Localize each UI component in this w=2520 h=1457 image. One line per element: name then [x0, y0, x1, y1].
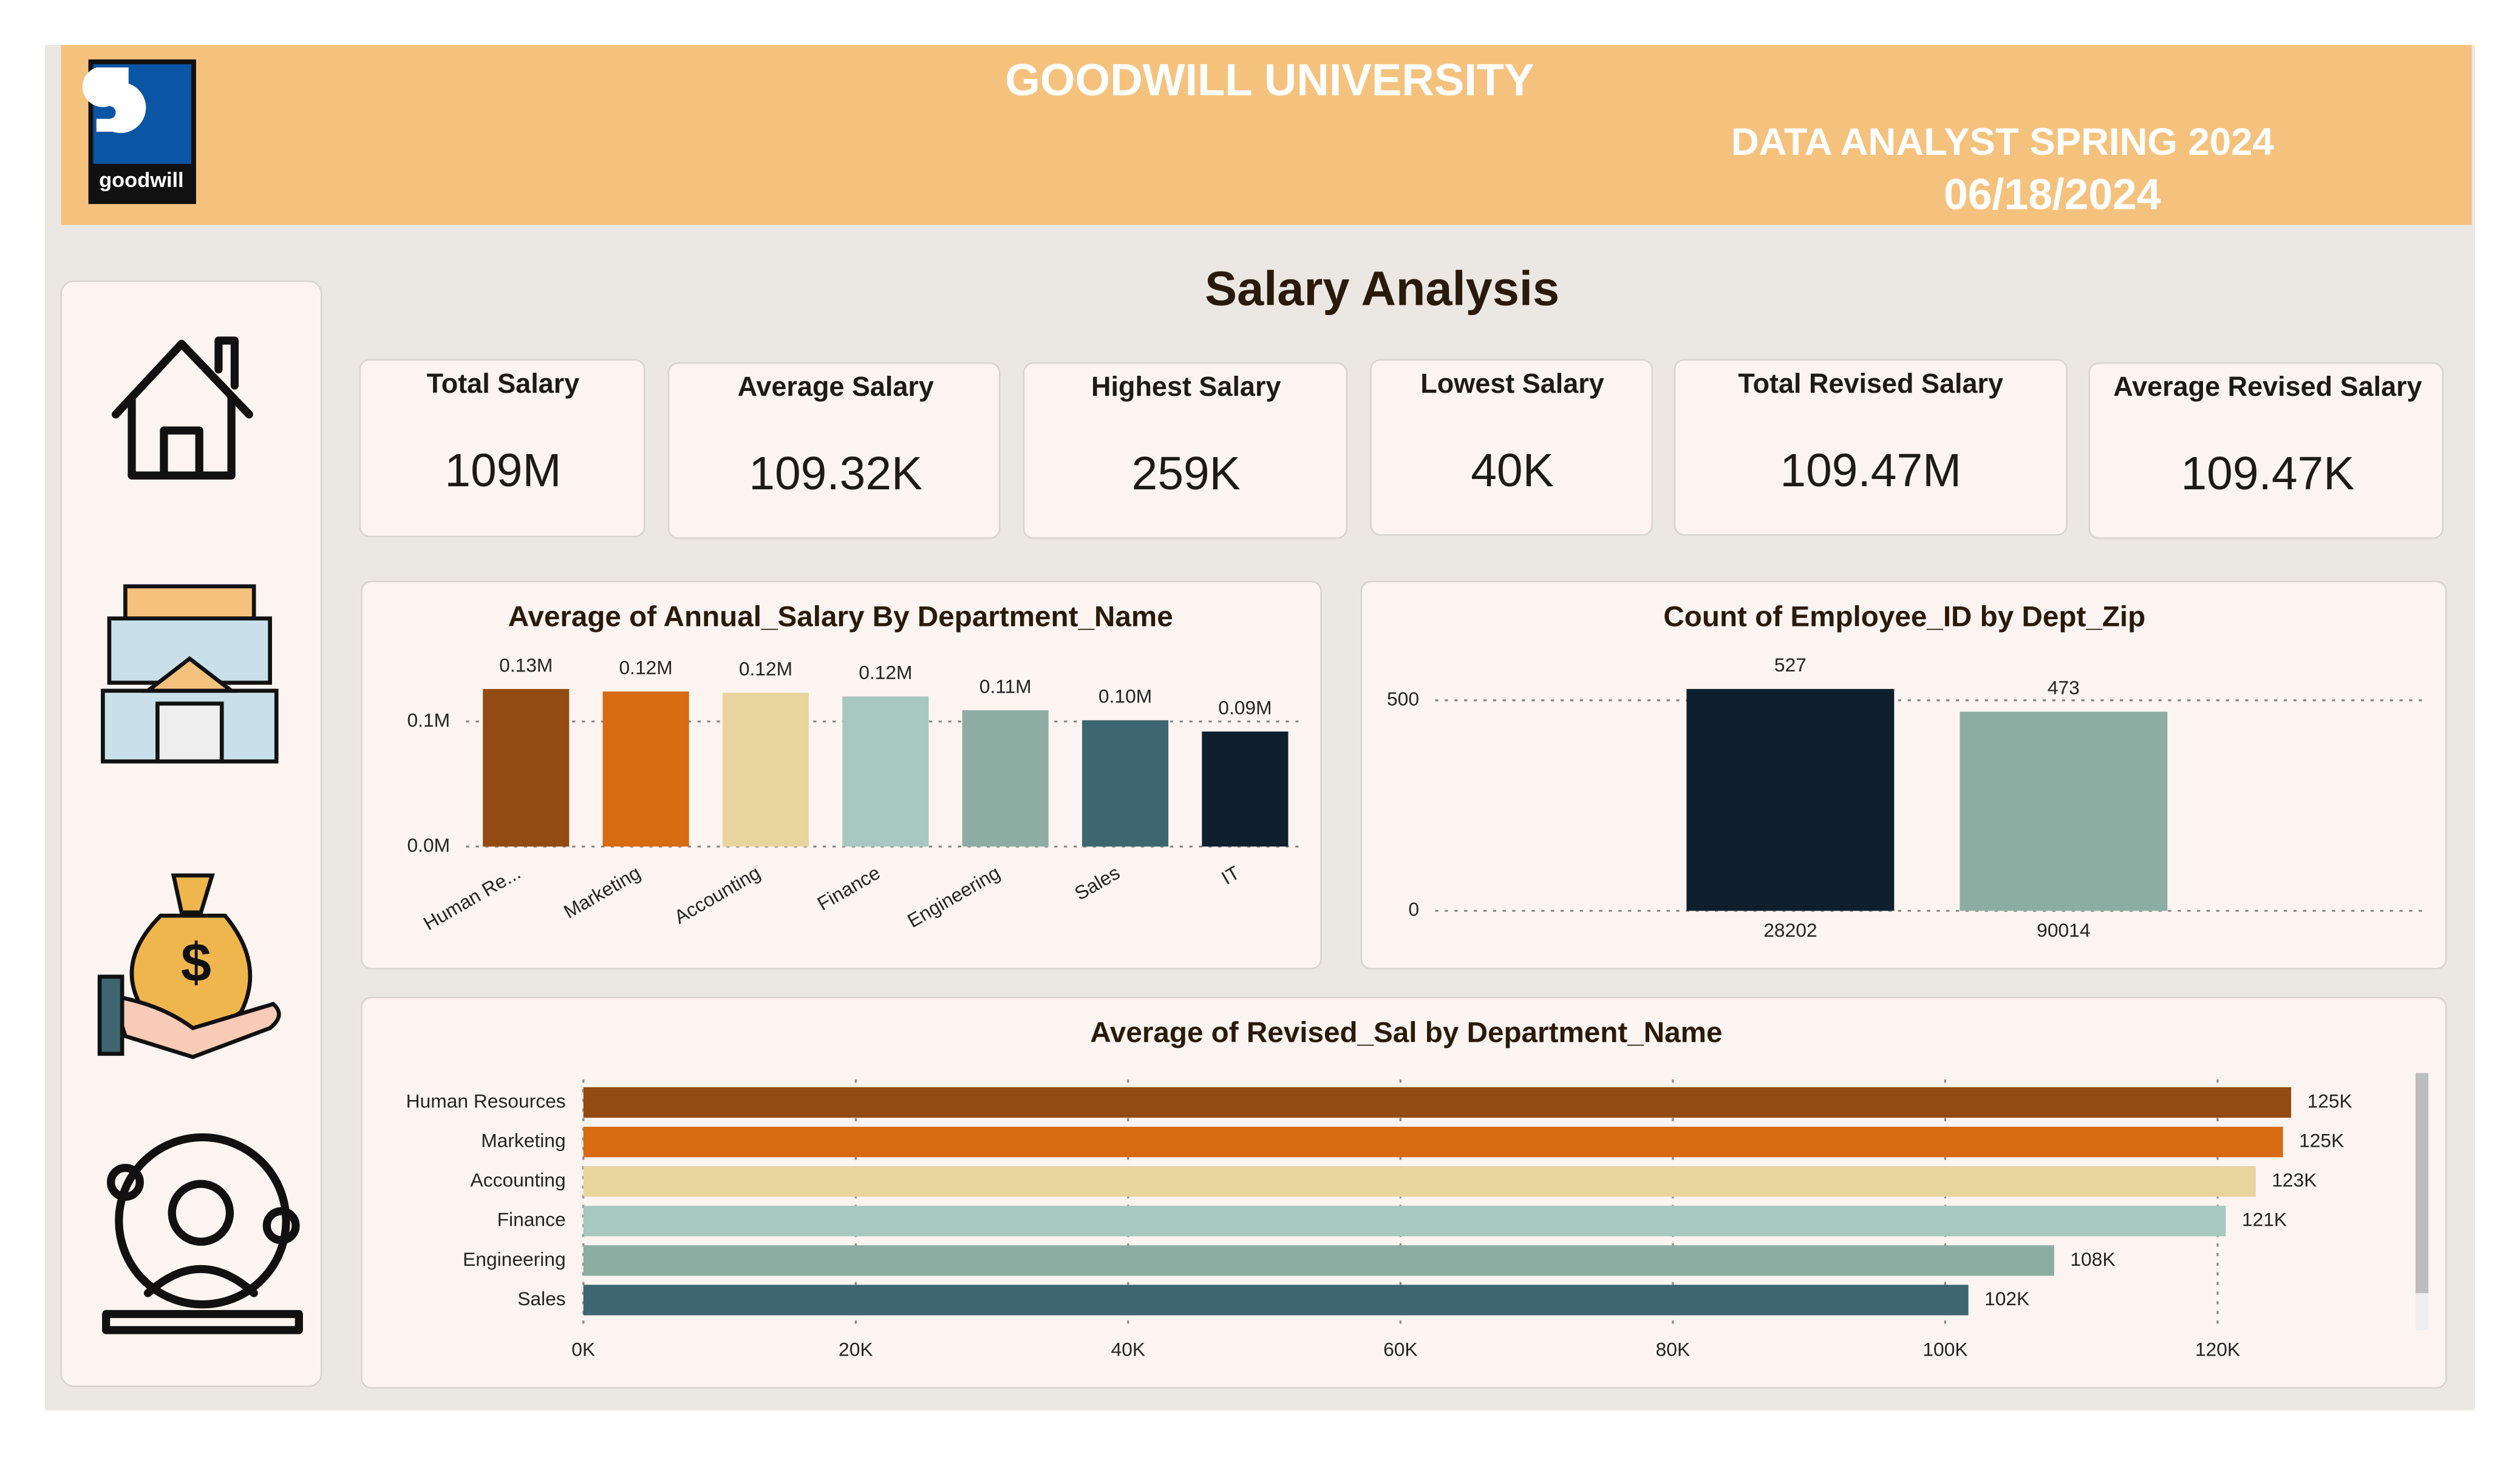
svg-text:$: $ — [181, 933, 211, 994]
kpi-label: Total Revised Salary — [1738, 368, 2003, 399]
x-tick-label: 20K — [839, 1339, 873, 1360]
kpi-value: 109M — [444, 445, 561, 497]
kpi-label: Average Revised Salary — [2113, 371, 2422, 402]
building-icon[interactable] — [101, 584, 279, 764]
logo-text: goodwill — [99, 169, 183, 192]
chart-title: Average of Revised_Sal by Department_Nam… — [1090, 1017, 1722, 1049]
x-tick-label: 120K — [2195, 1339, 2240, 1360]
logo: goodwill — [82, 59, 196, 205]
bar — [602, 691, 689, 847]
header-date: 06/18/2024 — [1944, 170, 2161, 219]
bar — [1686, 688, 1895, 911]
kpi-value: 109.47M — [1780, 445, 1961, 497]
x-tick-label: 28202 — [1763, 919, 1817, 941]
kpi-label: Lowest Salary — [1420, 368, 1604, 399]
money-icon[interactable]: $ — [97, 873, 281, 1059]
bar — [583, 1126, 2283, 1158]
bar — [483, 688, 570, 847]
x-tick-label: 90014 — [2037, 919, 2090, 941]
y-tick-label: Human Resources — [406, 1090, 566, 1112]
bar — [583, 1087, 2292, 1118]
kpi-value: 259K — [1132, 448, 1241, 500]
kpi-card — [1023, 362, 1348, 539]
header-bar — [61, 45, 2472, 225]
x-tick-label: 100K — [1922, 1339, 1967, 1360]
home-icon[interactable] — [111, 336, 253, 480]
kpi-value: 109.47K — [2181, 448, 2355, 500]
bar — [583, 1285, 1969, 1316]
chart-title: Count of Employee_ID by Dept_Zip — [1663, 600, 2145, 633]
kpi-card — [1674, 359, 2068, 536]
data-label: 125K — [2307, 1090, 2352, 1112]
page-title: Salary Analysis — [1205, 262, 1559, 316]
y-tick-label: 0 — [1408, 898, 1419, 920]
y-tick-label: 0.0M — [407, 834, 450, 856]
globe-person-icon[interactable] — [102, 1133, 303, 1334]
sidebar — [60, 280, 322, 1387]
kpi-card — [2088, 362, 2444, 539]
data-label: 527 — [1774, 654, 1807, 676]
kpi-value: 109.32K — [749, 448, 922, 500]
kpi-card — [667, 362, 1001, 539]
y-tick-label: Marketing — [481, 1129, 565, 1151]
x-tick-label: 40K — [1111, 1339, 1146, 1360]
kpi-label: Average Salary — [738, 371, 934, 402]
bar — [1082, 720, 1169, 847]
bar — [1960, 712, 2168, 911]
y-tick-label: 0.1M — [407, 709, 450, 731]
data-label: 123K — [2272, 1169, 2317, 1191]
bar — [583, 1245, 2054, 1276]
data-label: 121K — [2242, 1209, 2287, 1231]
bar — [722, 693, 809, 847]
bar — [962, 710, 1049, 847]
y-tick-label: Sales — [517, 1288, 565, 1309]
kpi-value: 40K — [1471, 445, 1554, 497]
kpi-label: Highest Salary — [1091, 371, 1281, 402]
kpi-card — [1370, 359, 1653, 536]
data-label: 0.10M — [1098, 685, 1152, 707]
bar — [1202, 731, 1289, 847]
bar — [842, 696, 929, 847]
data-label: 473 — [2048, 677, 2080, 699]
bar — [583, 1166, 2256, 1197]
data-label: 125K — [2299, 1129, 2344, 1151]
bar — [583, 1206, 2226, 1237]
y-tick-label: Accounting — [471, 1169, 566, 1191]
chart-card — [1360, 580, 2447, 970]
header-title: GOODWILL UNIVERSITY — [1005, 55, 1534, 105]
y-tick-label: 500 — [1387, 688, 1419, 710]
data-label: 102K — [1984, 1288, 2029, 1309]
header-subtitle: DATA ANALYST SPRING 2024 — [1731, 121, 2274, 163]
data-label: 0.12M — [619, 656, 672, 678]
x-tick-label: 60K — [1383, 1339, 1418, 1360]
y-tick-label: Finance — [497, 1209, 566, 1231]
kpi-label: Total Salary — [427, 368, 580, 399]
kpi-card — [359, 359, 645, 538]
data-label: 108K — [2070, 1248, 2115, 1270]
x-tick-label: 80K — [1656, 1339, 1691, 1360]
data-label: 0.11M — [979, 675, 1032, 697]
data-label: 0.13M — [499, 654, 553, 676]
scrollbar-thumb[interactable] — [2415, 1073, 2429, 1294]
data-label: 0.12M — [859, 662, 912, 684]
data-label: 0.09M — [1218, 696, 1272, 718]
chart-card — [361, 580, 1322, 970]
y-tick-label: Engineering — [463, 1248, 565, 1270]
x-tick-label: 0K — [571, 1339, 595, 1360]
chart-title: Average of Annual_Salary By Department_N… — [508, 600, 1173, 633]
data-label: 0.12M — [739, 657, 792, 679]
